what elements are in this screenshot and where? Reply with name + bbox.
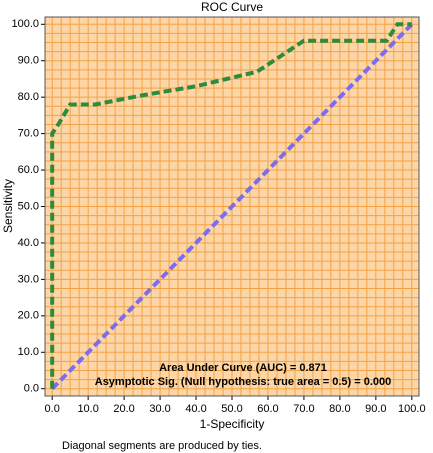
y-tick-label: 10.0 bbox=[18, 346, 39, 358]
y-tick-label: 30.0 bbox=[18, 273, 39, 285]
y-tick-label: 20.0 bbox=[18, 310, 39, 322]
y-tick-label: 60.0 bbox=[18, 164, 39, 176]
y-tick-label: 80.0 bbox=[18, 91, 39, 103]
y-axis-label: Sensitivity bbox=[1, 179, 15, 233]
x-tick-label: 50.0 bbox=[221, 403, 242, 415]
annotation: Area Under Curve (AUC) = 0.871 bbox=[159, 362, 327, 374]
y-tick-label: 50.0 bbox=[18, 200, 39, 212]
plot-frame bbox=[44, 16, 420, 397]
y-tick-label: 100.0 bbox=[11, 18, 39, 30]
x-tick-label: 60.0 bbox=[257, 403, 278, 415]
y-tick-label: 40.0 bbox=[18, 237, 39, 249]
footnote: Diagonal segments are produced by ties. bbox=[62, 440, 262, 452]
x-axis-label: 1-Specificity bbox=[200, 417, 265, 431]
y-tick-label: 0.0 bbox=[24, 383, 39, 395]
roc-line bbox=[50, 22, 414, 391]
chart-title: ROC Curve bbox=[201, 0, 263, 14]
roc-line bbox=[50, 22, 412, 389]
x-tick-label: 80.0 bbox=[329, 403, 350, 415]
x-tick-label: 10.0 bbox=[77, 403, 98, 415]
y-tick-label: 70.0 bbox=[18, 128, 39, 140]
x-tick-label: 40.0 bbox=[185, 403, 206, 415]
y-tick-label: 90.0 bbox=[18, 55, 39, 67]
x-tick-label: 70.0 bbox=[293, 403, 314, 415]
x-tick-label: 20.0 bbox=[113, 403, 134, 415]
x-tick-label: 0.0 bbox=[45, 403, 60, 415]
x-tick-label: 90.0 bbox=[365, 403, 386, 415]
x-tick-label: 30.0 bbox=[149, 403, 170, 415]
x-tick-label: 100.0 bbox=[398, 403, 426, 415]
annotation: Asymptotic Sig. (Null hypothesis: true a… bbox=[95, 376, 391, 388]
